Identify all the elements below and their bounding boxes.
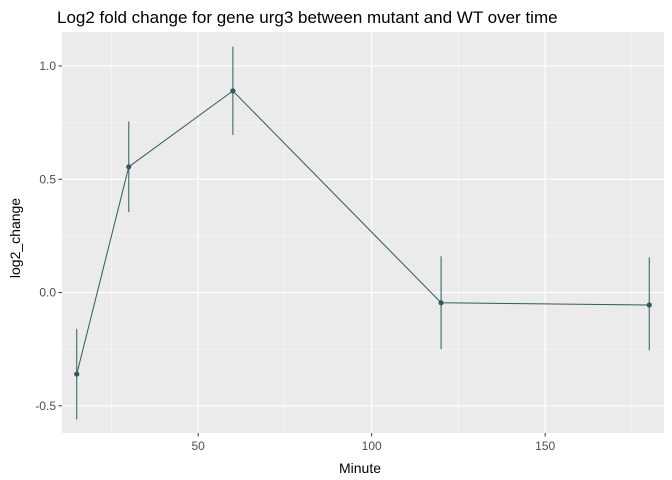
x-tick-label: 50 (192, 439, 206, 453)
data-point (646, 302, 652, 308)
data-point (74, 371, 80, 377)
minor-gridlines (62, 32, 664, 433)
data-point (438, 300, 444, 306)
series-layer (74, 46, 652, 420)
data-point (126, 164, 132, 170)
x-tick-label: 150 (535, 439, 555, 453)
chart-title: Log2 fold change for gene urg3 between m… (57, 8, 558, 27)
y-tick-label: -0.5 (35, 399, 56, 413)
data-point (230, 88, 236, 94)
y-axis-title: log2_change (7, 198, 23, 278)
x-axis-title: Minute (339, 460, 381, 476)
x-tick-label: 100 (362, 439, 382, 453)
y-tick-label: 1.0 (39, 59, 56, 73)
x-axis-ticks: 50 100 150 (192, 433, 555, 453)
y-axis-ticks: -0.5 0.0 0.5 1.0 (35, 59, 62, 413)
y-tick-label: 0.0 (39, 286, 56, 300)
y-tick-label: 0.5 (39, 172, 56, 186)
plot-panel (62, 32, 664, 433)
